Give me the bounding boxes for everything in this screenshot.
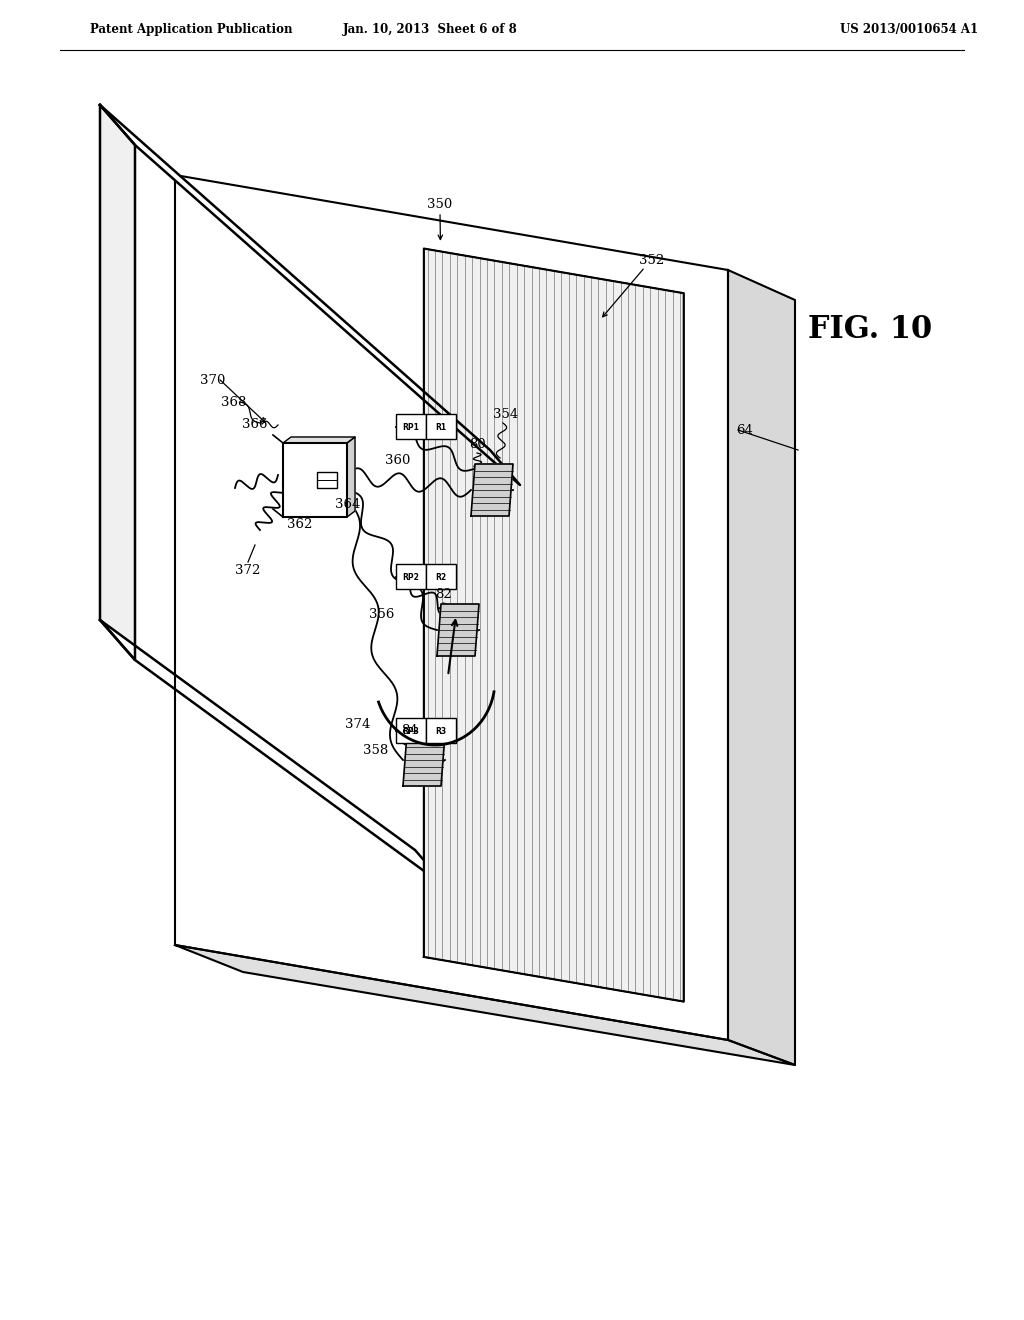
Polygon shape <box>175 176 728 1040</box>
Polygon shape <box>100 106 520 484</box>
Text: RP2: RP2 <box>402 573 420 582</box>
Text: US 2013/0010654 A1: US 2013/0010654 A1 <box>840 24 978 37</box>
Polygon shape <box>347 437 355 517</box>
Text: 372: 372 <box>236 564 261 577</box>
Text: FIG. 10: FIG. 10 <box>808 314 932 346</box>
Bar <box>426 718 456 743</box>
Polygon shape <box>728 271 795 1065</box>
Text: Jan. 10, 2013  Sheet 6 of 8: Jan. 10, 2013 Sheet 6 of 8 <box>343 24 517 37</box>
Bar <box>426 564 456 589</box>
Polygon shape <box>100 620 450 890</box>
Text: R1: R1 <box>435 422 446 432</box>
Text: 64: 64 <box>736 424 754 437</box>
Bar <box>396 414 426 440</box>
Text: 82: 82 <box>434 589 452 602</box>
Text: 356: 356 <box>370 609 394 622</box>
Polygon shape <box>100 106 135 660</box>
Text: Patent Application Publication: Patent Application Publication <box>90 24 293 37</box>
Text: 362: 362 <box>288 519 312 532</box>
Text: 366: 366 <box>243 418 267 432</box>
Text: 368: 368 <box>221 396 247 408</box>
Text: 84: 84 <box>401 723 419 737</box>
Text: 370: 370 <box>201 374 225 387</box>
Text: 360: 360 <box>385 454 411 466</box>
Bar <box>396 564 426 589</box>
Text: 350: 350 <box>427 198 453 211</box>
Text: 354: 354 <box>494 408 518 421</box>
Text: RP3: RP3 <box>402 726 420 735</box>
Polygon shape <box>424 248 684 1002</box>
Text: R3: R3 <box>435 726 446 735</box>
Bar <box>426 414 456 440</box>
Polygon shape <box>471 465 513 516</box>
Polygon shape <box>283 444 347 517</box>
Text: 358: 358 <box>364 743 389 756</box>
Bar <box>396 718 426 743</box>
Text: 374: 374 <box>345 718 371 731</box>
Bar <box>317 473 337 488</box>
Polygon shape <box>437 605 479 656</box>
Text: R2: R2 <box>435 573 446 582</box>
Text: 364: 364 <box>335 499 360 511</box>
Text: 352: 352 <box>639 253 665 267</box>
Polygon shape <box>283 437 355 444</box>
Polygon shape <box>403 734 445 785</box>
Polygon shape <box>175 945 795 1065</box>
Text: RP1: RP1 <box>402 422 420 432</box>
Text: 80: 80 <box>469 438 485 451</box>
